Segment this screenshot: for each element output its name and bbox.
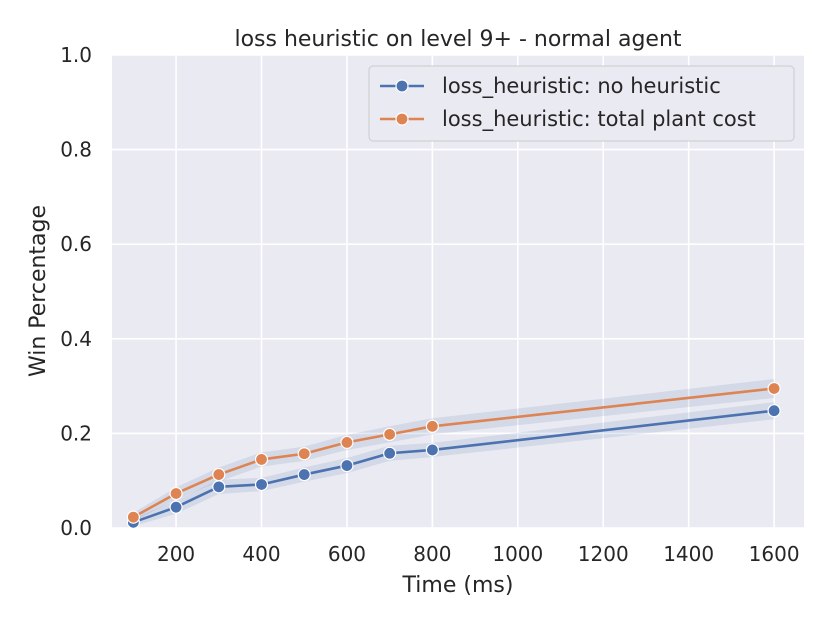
x-tick-label: 1200 xyxy=(578,542,629,566)
data-point xyxy=(340,458,354,473)
y-axis-title: Win Percentage xyxy=(26,205,51,377)
data-point xyxy=(383,427,397,441)
y-tick-label: 1.0 xyxy=(60,43,92,67)
x-tick-label: 800 xyxy=(413,542,451,566)
data-point xyxy=(169,486,183,501)
data-point xyxy=(767,381,781,396)
data-point xyxy=(169,500,183,514)
confidence-bands xyxy=(133,379,775,527)
data-point xyxy=(254,452,269,467)
x-tick-label: 200 xyxy=(157,542,195,566)
y-tick-label: 0.2 xyxy=(60,421,92,445)
legend: loss_heuristic: no heuristic loss_heuris… xyxy=(368,65,795,142)
x-axis-title: Time (ms) xyxy=(402,573,514,598)
data-point xyxy=(340,435,354,449)
data-point xyxy=(383,446,397,460)
data-point xyxy=(254,477,269,492)
chart-title: loss heuristic on level 9+ - normal agen… xyxy=(234,27,681,52)
x-tick-label: 400 xyxy=(242,542,280,566)
x-tick-label: 600 xyxy=(328,542,366,566)
data-point xyxy=(425,443,439,457)
y-tick-label: 0.4 xyxy=(60,327,92,351)
series-points xyxy=(126,381,781,529)
legend-label-total-plant-cost: loss_heuristic: total plant cost xyxy=(442,107,756,132)
legend-marker-total-plant-cost xyxy=(395,112,409,126)
legend-box xyxy=(368,65,795,142)
y-gridlines xyxy=(112,54,804,529)
data-point xyxy=(212,467,226,482)
confidence-band-0 xyxy=(133,402,775,527)
legend-marker-no-heuristic xyxy=(395,79,409,93)
x-tick-label: 1600 xyxy=(749,542,800,566)
y-tick-label: 0.8 xyxy=(60,138,92,162)
x-tick-labels: 200 400 600 800 1000 1200 1400 1600 xyxy=(157,542,800,566)
x-tick-label: 1000 xyxy=(492,542,543,566)
x-tick-label: 1400 xyxy=(663,542,714,566)
data-point xyxy=(126,510,140,524)
data-point xyxy=(297,447,311,461)
data-point xyxy=(425,419,439,433)
y-tick-label: 0.0 xyxy=(60,516,92,540)
y-tick-label: 0.6 xyxy=(60,232,92,256)
legend-label-no-heuristic: loss_heuristic: no heuristic xyxy=(442,74,721,99)
y-tick-labels: 0.0 0.2 0.4 0.6 0.8 1.0 xyxy=(60,43,92,540)
data-point xyxy=(297,467,311,482)
data-point xyxy=(212,480,226,494)
confidence-band-1 xyxy=(133,379,775,522)
data-point xyxy=(767,404,781,418)
